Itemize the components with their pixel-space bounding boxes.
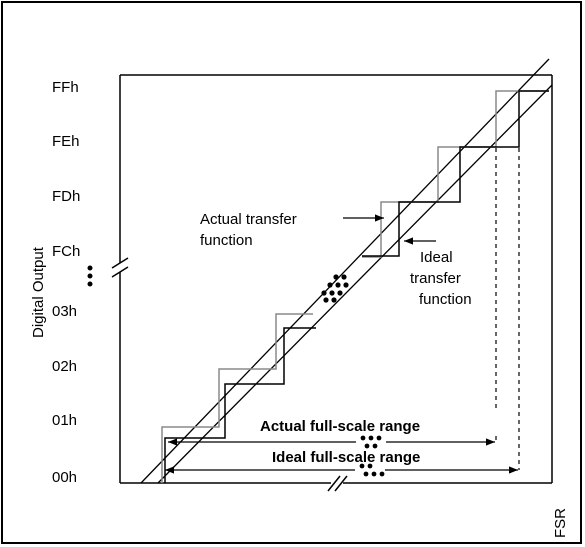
- staircase-ellipsis: [321, 274, 349, 303]
- fsr-ellipsis-ideal: [359, 463, 385, 477]
- y-tick-fch: FCh: [52, 243, 80, 260]
- y-tick-01h: 01h: [52, 412, 77, 429]
- fsr-ellipsis-actual: [360, 435, 382, 449]
- svg-text:function: function: [419, 291, 472, 308]
- svg-text:function: function: [200, 232, 253, 249]
- x-axis-label: FSR: [552, 508, 569, 538]
- actual-transfer-annotation: Actual transfer function: [200, 211, 384, 249]
- ideal-diagonal-line: [157, 84, 553, 484]
- svg-text:Actual transfer: Actual transfer: [200, 211, 297, 228]
- y-tick-fdh: FDh: [52, 188, 80, 205]
- y-tick-feh: FEh: [52, 133, 80, 150]
- actual-staircase: [164, 90, 549, 483]
- ideal-fsr-label: Ideal full-scale range: [266, 444, 500, 466]
- y-axis-label: Digital Output: [30, 246, 47, 338]
- y-tick-03h: 03h: [52, 303, 77, 320]
- y-tick-labels: FFh FEh FDh FCh 03h 02h 01h 00h: [52, 79, 80, 486]
- x-axis-break: [327, 475, 348, 492]
- svg-text:transfer: transfer: [410, 270, 461, 287]
- actual-fsr-label: Actual full-scale range: [255, 412, 497, 435]
- y-axis-ellipsis: [87, 265, 93, 287]
- svg-text:Actual full-scale range: Actual full-scale range: [260, 418, 420, 435]
- y-tick-02h: 02h: [52, 358, 77, 375]
- actual-diagonal-line: [140, 58, 550, 484]
- ideal-staircase: [161, 90, 549, 483]
- ideal-transfer-annotation: Ideal transfer function: [404, 237, 472, 308]
- y-axis-break: [111, 257, 129, 278]
- svg-text:Ideal: Ideal: [420, 249, 453, 266]
- y-tick-ffh: FFh: [52, 79, 79, 96]
- svg-text:Ideal full-scale range: Ideal full-scale range: [272, 449, 420, 466]
- y-tick-00h: 00h: [52, 469, 77, 486]
